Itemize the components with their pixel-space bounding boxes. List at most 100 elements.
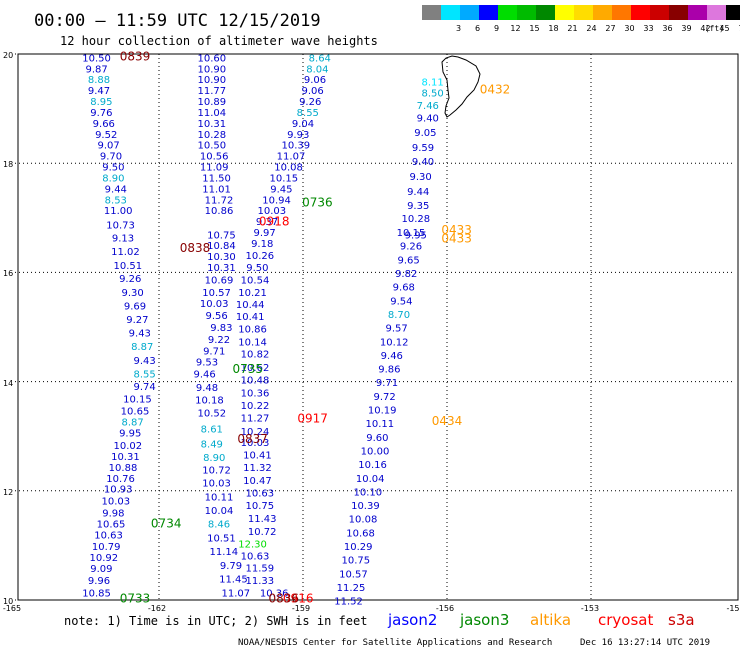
swh-value: 8.87 <box>131 342 153 353</box>
map-frame <box>17 53 739 601</box>
scale-swatch <box>422 5 441 20</box>
swh-value: 11.43 <box>248 514 277 525</box>
swh-value: 9.54 <box>390 296 412 307</box>
swh-value: 8.88 <box>88 75 110 86</box>
swh-value: 10.21 <box>238 288 267 299</box>
lat-tick-label: 20 <box>3 51 13 60</box>
swh-value: 8.04 <box>306 64 328 75</box>
scale-swatch <box>707 5 726 20</box>
wave-height-values: 10.509.878.889.478.959.769.669.529.079.7… <box>82 53 443 607</box>
swh-value: 9.83 <box>210 323 232 334</box>
swh-value: 11.07 <box>221 588 250 599</box>
swh-value: 10.65 <box>121 407 150 418</box>
lat-tick-label: 16 <box>3 269 13 278</box>
swh-value: 9.53 <box>196 357 218 368</box>
swh-value: 10.41 <box>236 312 265 323</box>
swh-value: 8.87 <box>121 418 143 429</box>
lon-tick-label: -162 <box>148 604 166 613</box>
swh-value: 9.68 <box>393 283 415 294</box>
swh-value: 9.56 <box>205 311 227 322</box>
swh-value: 9.86 <box>378 365 400 376</box>
swh-value: 8.95 <box>90 97 112 108</box>
swh-value: 9.06 <box>301 86 323 97</box>
satellite-label: cryosat <box>598 611 653 629</box>
scale-swatch <box>612 5 631 20</box>
scale-tick-label: 21 <box>567 24 577 33</box>
swh-value: 10.48 <box>241 376 270 387</box>
swh-value: 10.16 <box>358 460 387 471</box>
swh-value: 11.32 <box>243 463 272 474</box>
footer-center: NOAA/NESDIS Center for Satellite Applica… <box>238 638 552 648</box>
hawaii-coastline <box>441 55 481 118</box>
swh-value: 11.04 <box>197 108 226 119</box>
swh-value: 10.79 <box>92 542 121 553</box>
swh-value: 10.15 <box>397 228 426 239</box>
swh-value: 10.52 <box>197 408 226 419</box>
scale-swatch <box>498 5 517 20</box>
swh-value: 10.73 <box>106 220 135 231</box>
map-subtitle: 12 hour collection of altimeter wave hei… <box>60 34 378 48</box>
swh-value: 10.75 <box>245 501 274 512</box>
swh-value: 11.72 <box>205 195 234 206</box>
scale-swatch <box>517 5 536 20</box>
satellite-label: s3a <box>668 611 695 629</box>
scale-swatch <box>631 5 650 20</box>
swh-value: 10.36 <box>260 588 289 599</box>
swh-value: 10.30 <box>207 252 236 263</box>
swh-value: 10.10 <box>353 487 382 498</box>
scale-tick-label: 9 <box>494 24 499 33</box>
swh-value: 9.06 <box>304 75 326 86</box>
swh-value: 10.31 <box>197 119 226 130</box>
swh-value: 10.90 <box>197 75 226 86</box>
scale-tick-label: 70 <box>738 24 740 33</box>
swh-value: 10.85 <box>82 588 111 599</box>
swh-value: 9.82 <box>395 269 417 280</box>
swh-value: 9.66 <box>93 119 115 130</box>
swh-value: 11.00 <box>104 206 133 217</box>
swh-value: 10.75 <box>341 556 370 567</box>
swh-value: 9.96 <box>88 576 110 587</box>
swh-value: 9.44 <box>105 184 127 195</box>
lon-tick-label: -153 <box>581 604 599 613</box>
scale-swatch <box>726 5 740 20</box>
swh-value: 10.65 <box>97 520 126 531</box>
swh-value: 10.02 <box>113 441 142 452</box>
swh-value: 8.46 <box>208 520 230 531</box>
swh-value: 10.60 <box>197 53 226 64</box>
swh-value: 10.18 <box>195 396 224 407</box>
swh-value: 9.76 <box>90 108 112 119</box>
swh-value: 9.40 <box>417 113 439 124</box>
swh-value: 10.39 <box>281 141 310 152</box>
swh-value: 10.26 <box>245 251 274 262</box>
swh-value: 11.14 <box>209 547 238 558</box>
swh-value: 10.47 <box>243 476 272 487</box>
swh-value: 9.48 <box>196 383 218 394</box>
swh-value: 9.98 <box>102 509 124 520</box>
swh-value: 10.04 <box>205 506 234 517</box>
pass-time: 0433 <box>441 223 472 237</box>
swh-value: 9.35 <box>407 201 429 212</box>
swh-value: 9.87 <box>85 64 107 75</box>
pass-time: 0735 <box>233 362 264 376</box>
scale-swatch <box>688 5 707 20</box>
scale-tick-label: 12 <box>510 24 520 33</box>
swh-value: 9.04 <box>292 119 314 130</box>
swh-value: 11.02 <box>111 247 140 258</box>
swh-value: 10.86 <box>238 325 267 336</box>
swh-value: 10.75 <box>207 230 236 241</box>
swh-value: 9.97 <box>253 228 275 239</box>
lon-tick-label: -15 <box>726 604 739 613</box>
swh-value: 10.24 <box>241 427 270 438</box>
swh-value: 10.50 <box>82 53 111 64</box>
swh-value: 9.50 <box>246 263 268 274</box>
swh-value: 10.44 <box>236 300 265 311</box>
swh-value: 9.93 <box>287 130 309 141</box>
swh-value: 10.11 <box>365 419 394 430</box>
lon-tick-label: -165 <box>3 604 21 613</box>
scale-unit-label: (ft) <box>705 24 724 33</box>
swh-value: 9.69 <box>124 301 146 312</box>
swh-value: 10.04 <box>356 474 385 485</box>
swh-value: 9.57 <box>385 324 407 335</box>
